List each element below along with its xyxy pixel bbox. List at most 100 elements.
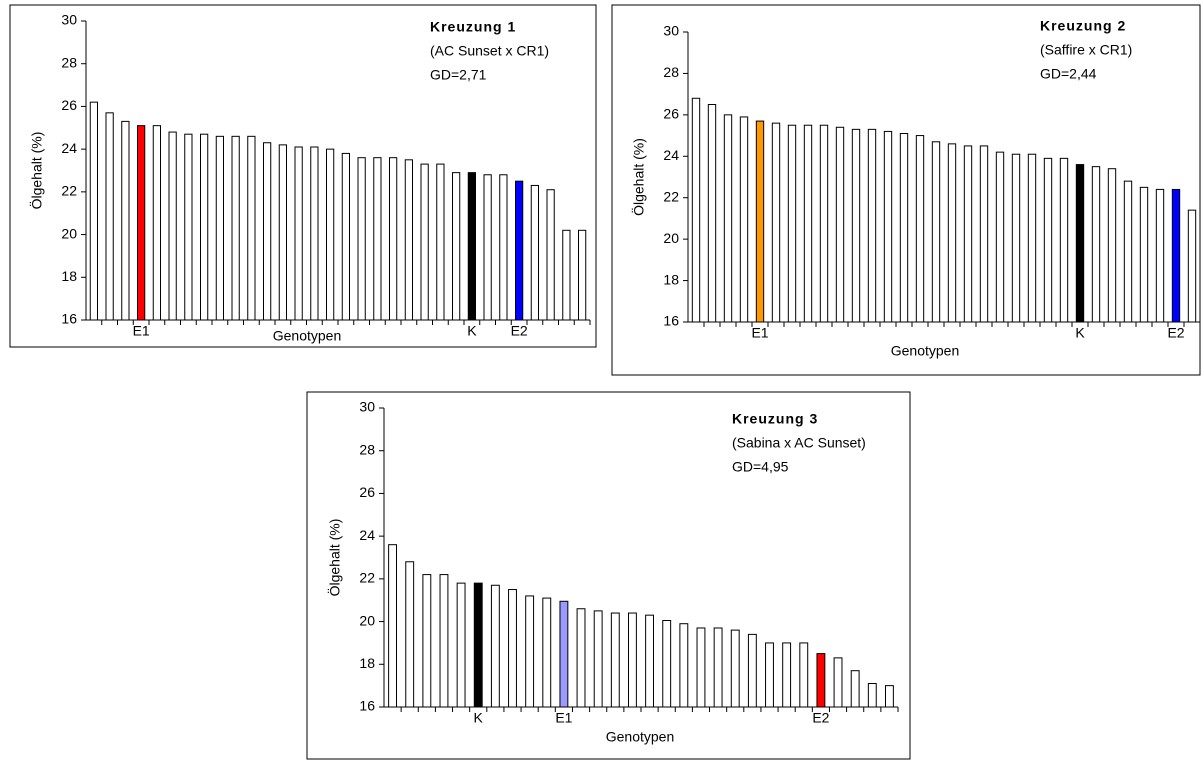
bar: [483, 174, 492, 321]
y-tick-label: 26: [359, 484, 375, 500]
bar: [456, 582, 466, 708]
x-axis-label: Genotypen: [273, 328, 342, 344]
y-tick-label: 26: [663, 106, 679, 122]
bar: [713, 627, 723, 708]
bar: [1155, 188, 1165, 323]
bar: [137, 125, 146, 321]
x-tick-label: K: [467, 323, 477, 339]
chart-panel: 16 18 20 22 24 26 28 30 K E1 E2 Kreuzung 3 (Sabina x…: [306, 391, 911, 760]
bar: [803, 124, 813, 323]
y-tick-label: 16: [359, 698, 375, 714]
bar: [508, 589, 517, 708]
bar: [310, 146, 319, 321]
bar: [691, 97, 701, 323]
bar: [373, 157, 382, 321]
annotation: GD=4,95: [732, 459, 789, 475]
bar: [1107, 168, 1117, 323]
bar: [799, 642, 809, 708]
bar: [899, 133, 909, 323]
bar: [730, 629, 740, 708]
x-tick-label: E2: [812, 710, 829, 726]
bar: [530, 184, 539, 321]
bar: [1171, 188, 1181, 323]
bar: [473, 582, 483, 708]
bar: [542, 597, 552, 708]
bar: [499, 174, 508, 321]
bar: [915, 135, 925, 323]
y-tick-label: 24: [663, 147, 679, 163]
x-tick-label: K: [1075, 325, 1085, 341]
y-tick-label: 20: [61, 225, 77, 241]
bar: [1187, 209, 1197, 323]
bar: [835, 126, 845, 323]
bar: [215, 135, 224, 321]
bar: [247, 135, 256, 321]
bar: [200, 133, 209, 321]
bar: [546, 189, 555, 321]
y-tick-label: 18: [663, 271, 679, 287]
bar: [963, 145, 973, 323]
bar: [627, 612, 637, 708]
bar: [341, 152, 350, 321]
x-axis-label: Genotypen: [606, 729, 675, 745]
bar: [357, 157, 366, 321]
y-tick-label: 16: [61, 311, 77, 327]
bar: [452, 172, 461, 321]
bar: [645, 614, 655, 708]
bar: [739, 116, 749, 323]
bar: [1027, 153, 1037, 323]
bar: [755, 120, 765, 323]
bar: [707, 104, 717, 323]
bar: [883, 130, 893, 323]
y-tick-label: 18: [61, 268, 77, 284]
y-tick-label: 28: [359, 441, 375, 457]
bar: [562, 229, 571, 321]
bar: [388, 544, 398, 708]
bar: [404, 159, 413, 321]
y-tick-label: 20: [359, 612, 375, 628]
bar: [490, 584, 500, 708]
y-axis-label: Ölgehalt (%): [28, 132, 45, 210]
bar: [326, 148, 335, 321]
bar: [1011, 153, 1021, 323]
bar: [1091, 166, 1101, 323]
chart-panel: 16 18 20 22 24 26 28 30 E1 K E2 Kreuzung 1 (AC Sunse…: [9, 4, 597, 348]
bar: [184, 133, 193, 321]
bar: [168, 131, 177, 321]
y-tick-label: 30: [663, 23, 679, 39]
annotation: (Sabina x AC Sunset): [732, 435, 866, 451]
bar: [152, 125, 161, 321]
bar: [787, 124, 797, 323]
chart-panel: 16 18 20 22 24 26 28 30 E1 K E2 Kreuzung 2 (Saffire …: [611, 4, 1201, 376]
chart-title: Kreuzung 2: [1040, 18, 1126, 34]
bar: [771, 122, 781, 323]
bar: [850, 670, 860, 708]
bar: [467, 172, 476, 321]
y-tick-label: 30: [359, 399, 375, 415]
bar: [439, 574, 449, 708]
bar: [679, 623, 689, 708]
bar: [1139, 186, 1149, 323]
bar: [420, 163, 429, 321]
bar: [931, 141, 941, 323]
bar: [1043, 157, 1053, 323]
y-tick-label: 22: [359, 570, 375, 586]
y-axis-label: Ölgehalt (%): [630, 138, 647, 216]
bar: [995, 151, 1005, 323]
annotation: (AC Sunset x CR1): [430, 43, 549, 59]
y-tick-label: 22: [61, 183, 77, 199]
bar: [515, 180, 524, 321]
bar: [833, 657, 843, 708]
x-tick-label: E1: [133, 323, 150, 339]
bar: [851, 128, 861, 323]
bar: [723, 114, 733, 323]
bar: [576, 608, 586, 708]
bar: [422, 574, 432, 708]
chart-title: Kreuzung 3: [732, 411, 818, 427]
bar: [231, 135, 240, 321]
bar: [765, 642, 774, 708]
annotation: GD=2,71: [430, 67, 487, 83]
bar: [610, 612, 620, 708]
